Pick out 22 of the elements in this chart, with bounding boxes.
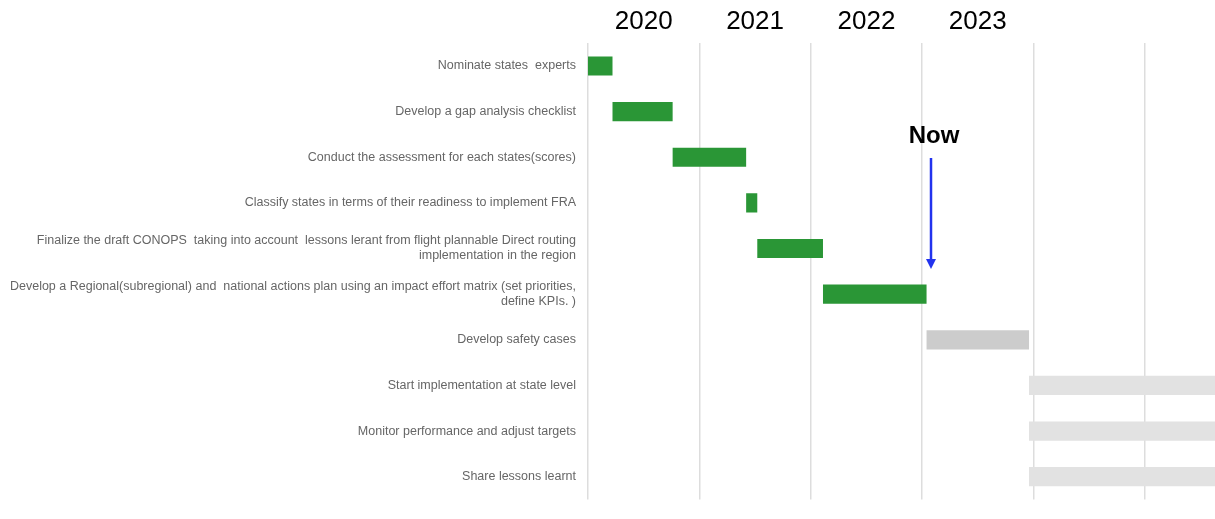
bar bbox=[588, 56, 613, 76]
bar bbox=[757, 238, 823, 259]
bar bbox=[926, 330, 1030, 350]
x-tick-label: 2023 bbox=[948, 4, 1007, 35]
y-tick-label: Develop safety cases bbox=[457, 332, 576, 347]
bar bbox=[822, 284, 927, 304]
y-tick-label: Share lessons learnt bbox=[462, 469, 577, 484]
y-tick-label: Start implementation at state level bbox=[387, 377, 576, 392]
bar bbox=[746, 193, 758, 213]
x-tick-label: 2022 bbox=[837, 4, 896, 35]
bar bbox=[612, 102, 673, 122]
y-tick-label: Monitor performance and adjust targets bbox=[357, 423, 576, 438]
y-tick-label: Conduct the assessment for each states(scores) bbox=[307, 149, 576, 164]
x-tick-label: 2020 bbox=[614, 4, 673, 35]
y-tick-label: Develop a Regional(subregional) and national actions plan using an impact effort matrix (set priorities, define KPIs. ) bbox=[9, 279, 576, 309]
ref-line-label: Now bbox=[908, 121, 960, 149]
y-tick-label: Nominate states experts bbox=[437, 58, 576, 73]
y-tick-label: Finalize the draft CONOPS taking into account lessons lerant from flight plannable Direct routing implementation in the region bbox=[36, 233, 577, 263]
bar bbox=[672, 147, 747, 167]
y-tick-label: Develop a gap analysis checklist bbox=[395, 104, 577, 119]
y-tick-label: Classify states in terms of their readiness to implement FRA bbox=[244, 195, 577, 210]
x-tick-label: 2021 bbox=[726, 4, 784, 35]
